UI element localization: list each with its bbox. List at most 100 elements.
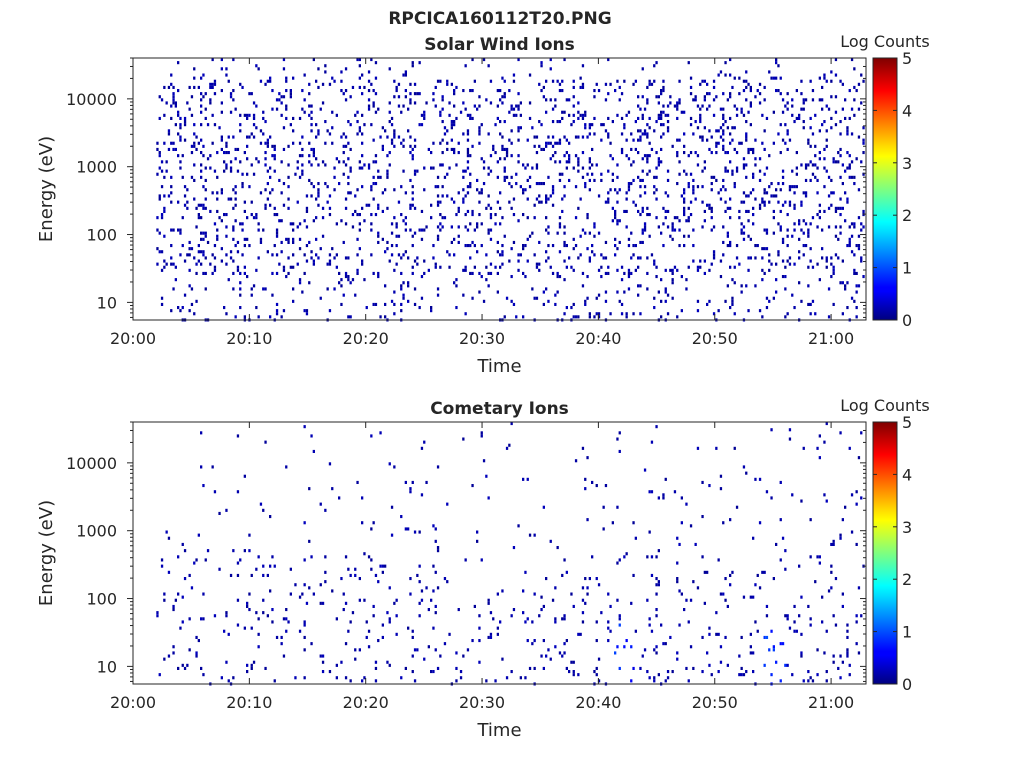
count-cell: [717, 73, 720, 77]
count-cell: [574, 135, 578, 139]
x-tick-label: 21:00: [808, 329, 854, 348]
count-cell: [418, 530, 421, 534]
count-cell: [832, 654, 835, 658]
count-cell: [257, 228, 260, 232]
count-cell: [255, 268, 258, 272]
count-cell: [563, 240, 566, 244]
count-cell: [271, 555, 274, 559]
count-cell: [202, 154, 205, 158]
count-cell: [195, 271, 198, 275]
count-cell: [250, 92, 253, 96]
count-cell: [660, 147, 663, 151]
count-cell: [227, 632, 230, 636]
count-cell: [572, 95, 575, 99]
count-cell: [848, 446, 851, 450]
count-cell: [303, 110, 306, 114]
count-cell: [706, 138, 709, 142]
count-cell: [512, 302, 516, 306]
count-cell: [775, 290, 778, 294]
count-cell: [655, 120, 658, 124]
count-cell: [195, 206, 198, 210]
count-cell: [715, 129, 718, 133]
count-cell: [262, 287, 265, 291]
count-cell: [660, 116, 663, 120]
count-cell: [722, 92, 725, 96]
count-cell: [579, 632, 582, 636]
count-cell: [855, 315, 858, 319]
count-cell: [390, 138, 394, 142]
count-cell: [701, 670, 704, 674]
count-cell: [172, 228, 175, 232]
count-cell: [200, 203, 203, 207]
count-cell: [839, 120, 842, 124]
count-cell: [358, 247, 361, 251]
count-cell: [814, 163, 817, 167]
count-cell: [469, 185, 472, 189]
count-cell: [701, 135, 704, 139]
count-cell: [324, 555, 327, 559]
count-cell: [508, 138, 511, 142]
count-cell: [262, 573, 265, 577]
count-cell: [563, 259, 566, 263]
count-cell: [853, 271, 856, 275]
count-cell: [163, 113, 166, 117]
count-cell: [243, 271, 246, 275]
x-tick-label: 20:50: [692, 329, 738, 348]
count-cell: [655, 61, 658, 65]
count-cell: [402, 138, 405, 142]
count-cell: [499, 98, 502, 102]
count-cell: [496, 175, 499, 179]
count-cell: [292, 287, 295, 291]
count-cell: [409, 101, 412, 105]
count-cell: [768, 268, 771, 272]
count-cell: [342, 92, 345, 96]
count-cell: [432, 524, 435, 528]
count-cell: [177, 113, 180, 117]
count-cell: [160, 564, 164, 568]
count-cell: [763, 147, 766, 151]
count-cell: [510, 206, 513, 210]
count-cell: [800, 200, 803, 204]
count-cell: [354, 209, 357, 213]
count-cell: [696, 185, 700, 189]
count-cell: [804, 244, 808, 248]
count-cell: [818, 98, 821, 102]
count-cell: [600, 138, 603, 142]
count-cell: [657, 225, 660, 229]
count-cell: [287, 620, 290, 624]
count-cell: [177, 132, 180, 136]
count-cell: [388, 110, 391, 114]
count-cell: [657, 673, 660, 677]
count-cell: [632, 253, 635, 257]
count-cell: [572, 113, 575, 117]
count-cell: [632, 244, 635, 248]
count-cell: [450, 123, 453, 127]
y-tick-label: 10000: [66, 454, 117, 473]
count-cell: [338, 182, 341, 186]
count-cell: [844, 98, 847, 102]
count-cell: [450, 197, 453, 201]
y-tick-label: 10: [97, 657, 117, 676]
count-cell: [708, 626, 711, 630]
count-cell: [586, 592, 589, 596]
count-cell: [409, 98, 412, 102]
count-cell: [703, 126, 706, 130]
count-cell: [611, 178, 614, 182]
count-cell: [703, 95, 706, 99]
count-cell: [347, 157, 350, 161]
count-cell: [446, 147, 449, 151]
count-cell: [749, 645, 752, 649]
count-cell: [809, 116, 812, 120]
count-cell: [436, 185, 440, 189]
count-cell: [301, 163, 304, 167]
count-cell: [685, 278, 688, 282]
count-cell: [308, 113, 311, 117]
count-cell: [200, 169, 203, 173]
count-cell: [246, 216, 249, 220]
count-cell: [489, 79, 493, 83]
count-cell: [246, 113, 249, 117]
count-cell: [632, 160, 635, 164]
count-cell: [581, 271, 585, 275]
count-cell: [597, 231, 601, 235]
count-cell: [627, 271, 631, 275]
